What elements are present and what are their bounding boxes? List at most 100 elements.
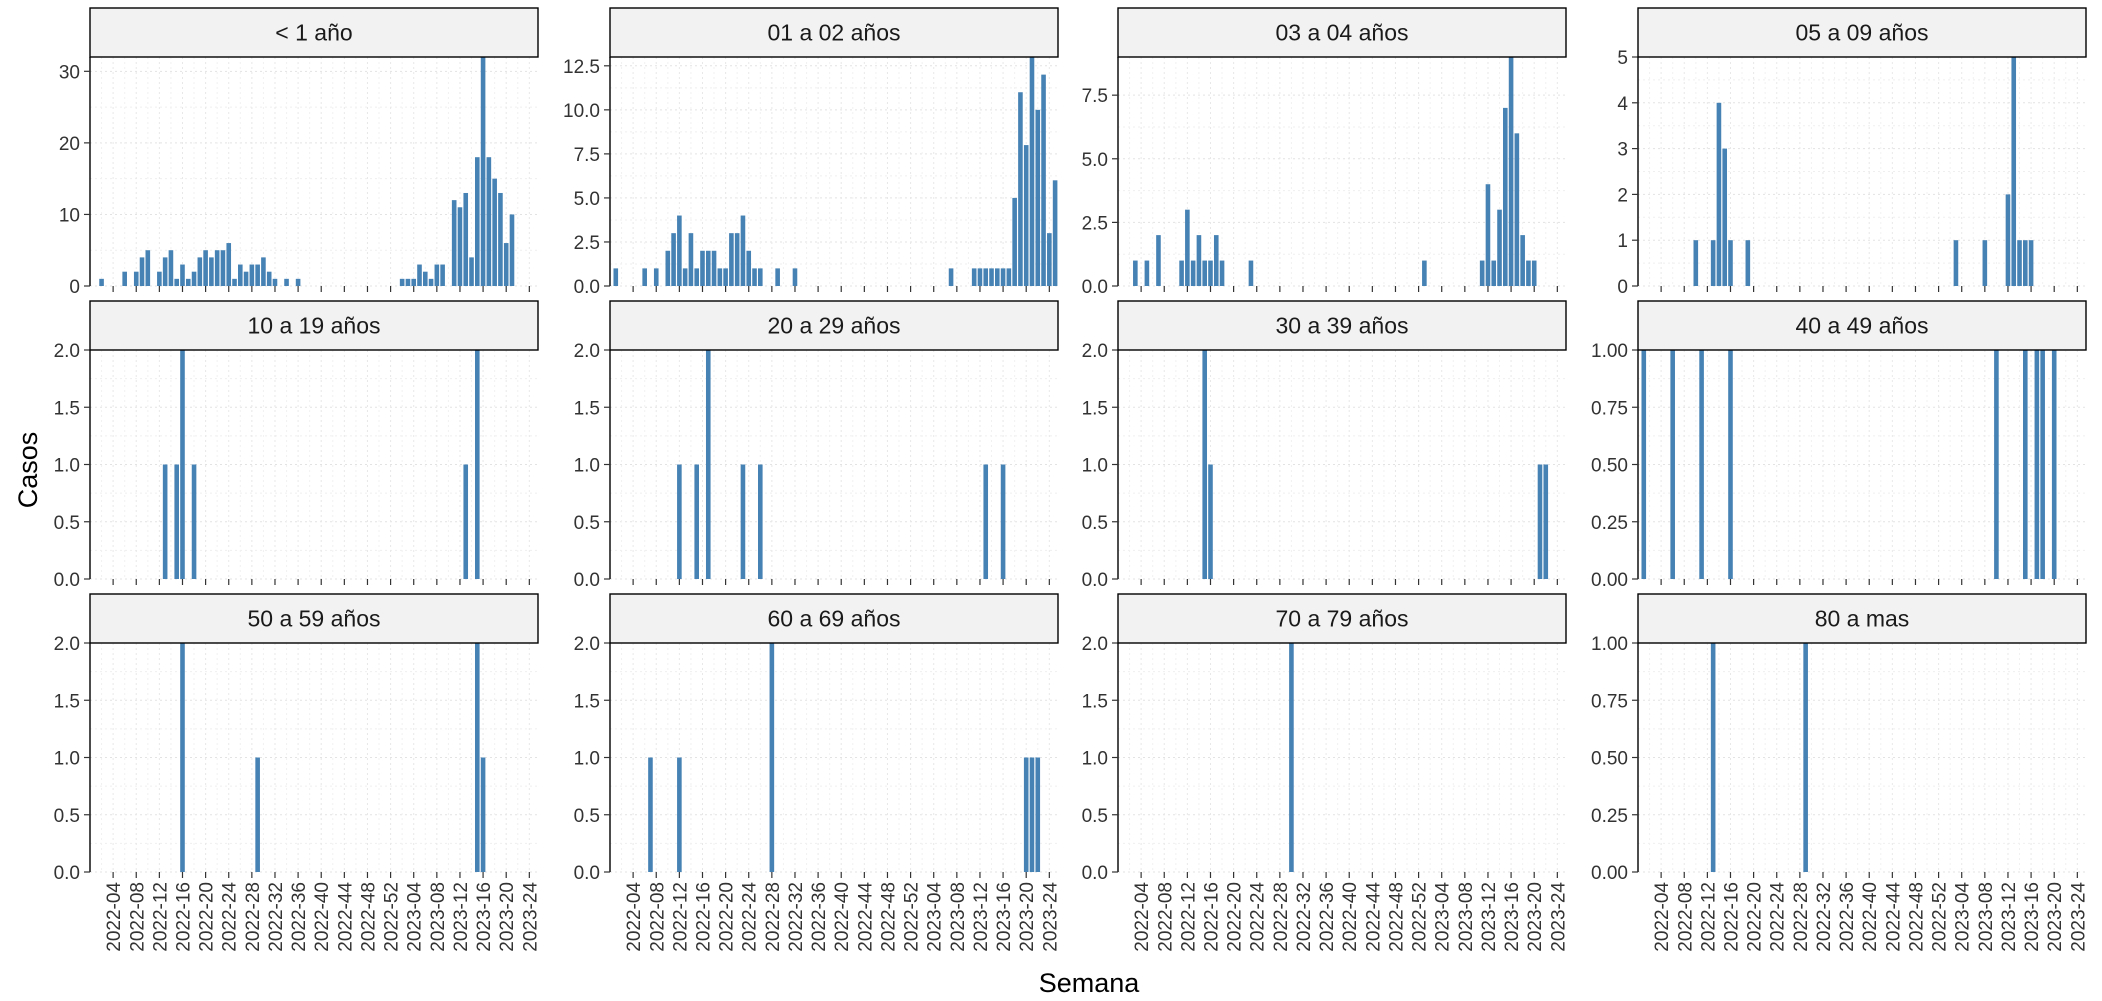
- bar: [139, 257, 145, 287]
- x-tick-label: 2022-24: [1248, 882, 1269, 952]
- x-tick-label: 2022-40: [1340, 882, 1361, 952]
- x-tick-label: 2023-04: [1433, 882, 1454, 952]
- bar: [983, 464, 989, 579]
- facet-strip: [89, 7, 539, 58]
- x-tick-label: 2022-52: [902, 882, 923, 952]
- x-tick-label: 2022-44: [855, 882, 876, 952]
- bar: [1047, 233, 1052, 286]
- facet-panel: 0.0 0.5 1.0 1.5 2.0 30 a 39 años: [1082, 300, 1567, 591]
- x-tick-label: 2023-04: [925, 882, 946, 952]
- bar: [711, 250, 717, 286]
- bar: [2023, 240, 2028, 286]
- x-tick-label: 2022-52: [382, 882, 403, 952]
- bar: [463, 192, 469, 286]
- bar: [168, 250, 174, 286]
- y-tick-label: 4: [1617, 94, 1628, 115]
- bar: [1023, 757, 1029, 872]
- y-tick-label: 5.0: [574, 189, 600, 210]
- y-tick-label: 10.0: [563, 101, 600, 122]
- bar: [255, 757, 260, 872]
- y-tick-label: 2.0: [574, 634, 600, 655]
- x-tick-label: 2022-20: [1225, 882, 1246, 952]
- bar: [677, 215, 682, 286]
- bar: [1728, 240, 1733, 286]
- x-tick-label: 2022-24: [220, 882, 241, 952]
- plot-area: [1638, 350, 2086, 579]
- bar: [700, 250, 705, 286]
- y-tick-label: 0.00: [1591, 570, 1628, 591]
- x-tick-label: 2022-32: [266, 882, 287, 952]
- bar: [191, 464, 197, 579]
- bar: [99, 278, 104, 286]
- bar: [191, 271, 197, 286]
- bar: [1035, 757, 1041, 872]
- plot-area: [1118, 350, 1566, 579]
- y-tick-label: 1.5: [54, 691, 80, 712]
- bar: [492, 178, 497, 286]
- y-tick-label: 0.0: [1082, 277, 1108, 298]
- bar: [284, 278, 289, 286]
- x-tick-label: 2022-44: [1883, 882, 1904, 952]
- facet-panel: 0.0 2.5 5.0 7.5 03 a 04 años: [1082, 7, 1567, 298]
- bar: [1144, 260, 1150, 286]
- bar: [422, 271, 428, 286]
- x-tick-label: 2022-48: [1386, 882, 1407, 952]
- x-tick-label: 2023-16: [994, 882, 1015, 952]
- bar: [122, 271, 127, 286]
- y-tick-label: 0.00: [1591, 863, 1628, 884]
- x-tick-label: 2023-20: [1017, 882, 1038, 952]
- x-tick-label: 2022-20: [1745, 882, 1766, 952]
- y-tick-label: 3: [1617, 140, 1628, 161]
- y-tick-label: 0: [1617, 277, 1628, 298]
- x-tick-label: 2022-08: [1155, 882, 1176, 952]
- bar: [180, 643, 185, 872]
- bar: [734, 233, 740, 286]
- x-axis-title: Semana: [1039, 968, 1141, 998]
- facet-strip: [1637, 593, 2087, 644]
- y-tick-label: 0.5: [54, 513, 80, 534]
- x-tick-label: 2022-16: [173, 882, 194, 952]
- bar: [775, 268, 780, 286]
- bar: [694, 464, 700, 579]
- facet-panel: 0.0 2.5 5.0 7.5 10.0 12.5 01 a 02 años: [563, 7, 1059, 298]
- y-tick-label: 2.0: [574, 341, 600, 362]
- bar: [729, 233, 734, 286]
- bar: [1670, 350, 1675, 579]
- x-tick-label: 2023-08: [1976, 882, 1997, 952]
- bar: [1508, 57, 1514, 286]
- plot-area: [610, 57, 1058, 286]
- y-tick-label: 1.0: [574, 749, 600, 770]
- bar: [758, 464, 763, 579]
- bar: [295, 278, 301, 286]
- bar: [648, 757, 653, 872]
- bar: [220, 250, 226, 286]
- x-tick-label: 2022-08: [127, 882, 148, 952]
- bar: [457, 207, 463, 286]
- bar: [1745, 240, 1751, 286]
- x-tick-label: 2022-20: [717, 882, 738, 952]
- bar: [174, 278, 180, 286]
- bar: [185, 278, 191, 286]
- bar: [1803, 643, 1808, 872]
- bar: [1479, 260, 1485, 286]
- y-tick-label: 1.5: [574, 398, 600, 419]
- bar: [243, 271, 249, 286]
- x-tick-label: 2022-04: [104, 882, 125, 952]
- y-tick-label: 1.0: [54, 456, 80, 477]
- x-tick-label: 2022-48: [878, 882, 899, 952]
- x-tick-label: 2022-04: [624, 882, 645, 952]
- x-tick-label: 2023-04: [1953, 882, 1974, 952]
- bar: [475, 350, 480, 579]
- bar: [1710, 643, 1716, 872]
- y-tick-label: 1.5: [54, 398, 80, 419]
- bar: [2040, 350, 2045, 579]
- y-tick-label: 0.5: [574, 513, 600, 534]
- bar: [2028, 240, 2034, 286]
- bar: [232, 278, 237, 286]
- facet-strip-label: 01 a 02 años: [767, 20, 900, 46]
- bar: [157, 271, 162, 286]
